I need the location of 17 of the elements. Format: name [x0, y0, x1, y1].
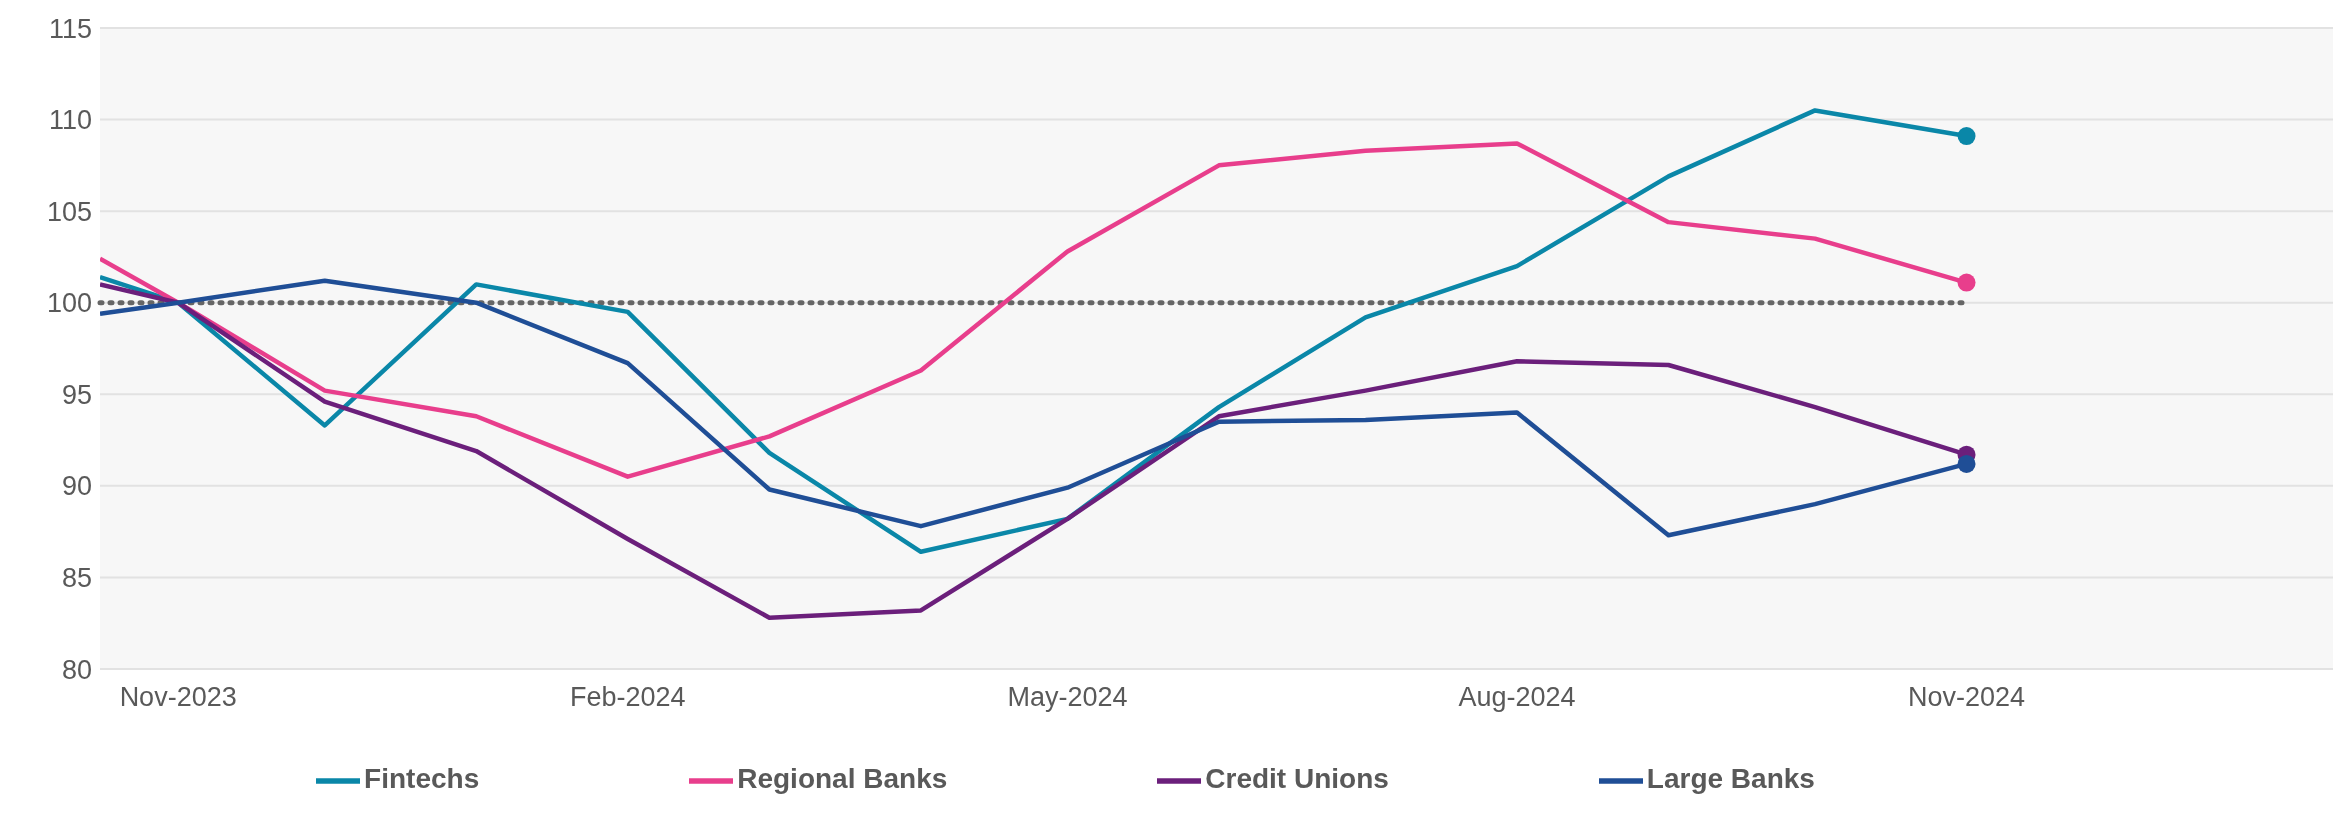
- x-tick-label: Feb-2024: [569, 682, 686, 713]
- y-tick-label: 85: [61, 563, 92, 594]
- x-tick-label: Aug-2024: [1458, 682, 1576, 713]
- x-tick-label: Nov-2024: [1907, 682, 2026, 713]
- y-tick-label: 95: [61, 379, 92, 410]
- legend-label: Fintechs: [364, 763, 480, 795]
- y-tick-label: 90: [61, 471, 92, 502]
- legend-label: Regional Banks: [737, 763, 948, 795]
- x-tick-label: May-2024: [1007, 682, 1128, 713]
- y-tick-label: 115: [48, 13, 92, 44]
- legend-label: Large Banks: [1646, 763, 1815, 795]
- y-tick-label: 100: [46, 288, 92, 319]
- legend-label: Credit Unions: [1205, 763, 1389, 795]
- y-tick-label: 80: [61, 654, 92, 685]
- y-tick-label: 110: [48, 105, 92, 136]
- x-tick-label: Nov-2023: [119, 682, 237, 713]
- y-tick-label: 105: [46, 196, 92, 227]
